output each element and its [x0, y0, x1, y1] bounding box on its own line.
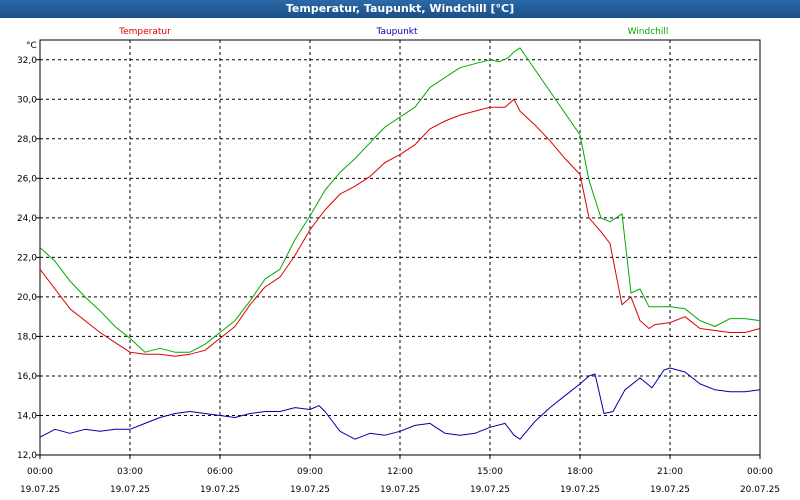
x-tick-time: 03:00 — [117, 467, 143, 477]
y-tick-label: 12,0 — [17, 451, 37, 461]
x-tick-time: 00:00 — [747, 467, 773, 477]
legend-item-windchill: Windchill — [628, 27, 669, 37]
y-tick-label: 24,0 — [17, 214, 37, 224]
window-title: Temperatur, Taupunkt, Windchill [°C] — [0, 0, 800, 18]
x-tick-date: 20.07.25 — [740, 485, 780, 495]
series-line-temperatur — [39, 98, 761, 357]
x-tick-time: 21:00 — [657, 467, 683, 477]
y-tick-label: 28,0 — [17, 135, 37, 145]
x-tick-date: 19.07.25 — [20, 485, 60, 495]
x-tick-date: 19.07.25 — [560, 485, 600, 495]
line-chart: 12,0 14,0 16,0 18,0 20,0 22,0 24,0 26,0 28,0 30,0… — [0, 18, 800, 500]
y-tick-label: 26,0 — [17, 174, 37, 184]
x-tick-time: 12:00 — [387, 467, 413, 477]
series-lines — [39, 47, 761, 440]
y-tick-label: 20,0 — [17, 293, 37, 303]
y-tick-label: 18,0 — [17, 332, 37, 342]
y-tick-label: 22,0 — [17, 253, 37, 263]
legend: Temperatur Taupunkt Windchill — [118, 27, 668, 37]
series-line-windchill — [39, 47, 761, 353]
grid — [39, 40, 761, 456]
x-tick-time: 15:00 — [477, 467, 503, 477]
y-tick-label: 14,0 — [17, 411, 37, 421]
y-tick-label: 16,0 — [17, 372, 37, 382]
x-tick-date: 19.07.25 — [650, 485, 690, 495]
x-tick-time: 06:00 — [207, 467, 233, 477]
x-tick-time: 09:00 — [297, 467, 323, 477]
x-tick-time: 00:00 — [27, 467, 53, 477]
x-tick-date: 19.07.25 — [290, 485, 330, 495]
x-tick-time: 18:00 — [567, 467, 593, 477]
x-tick-date: 19.07.25 — [200, 485, 240, 495]
x-tick-date: 19.07.25 — [110, 485, 150, 495]
series-line-taupunkt — [39, 367, 761, 440]
y-tick-label: 32,0 — [17, 56, 37, 66]
y-tick-label: 30,0 — [17, 95, 37, 105]
legend-item-taupunkt: Taupunkt — [375, 27, 418, 37]
axes: 12,0 14,0 16,0 18,0 20,0 22,0 24,0 26,0 28,0 30,0… — [17, 39, 780, 495]
legend-item-temperatur: Temperatur — [118, 27, 171, 37]
x-tick-date: 19.07.25 — [470, 485, 510, 495]
y-axis-label: °C — [26, 41, 37, 51]
x-tick-date: 19.07.25 — [380, 485, 420, 495]
